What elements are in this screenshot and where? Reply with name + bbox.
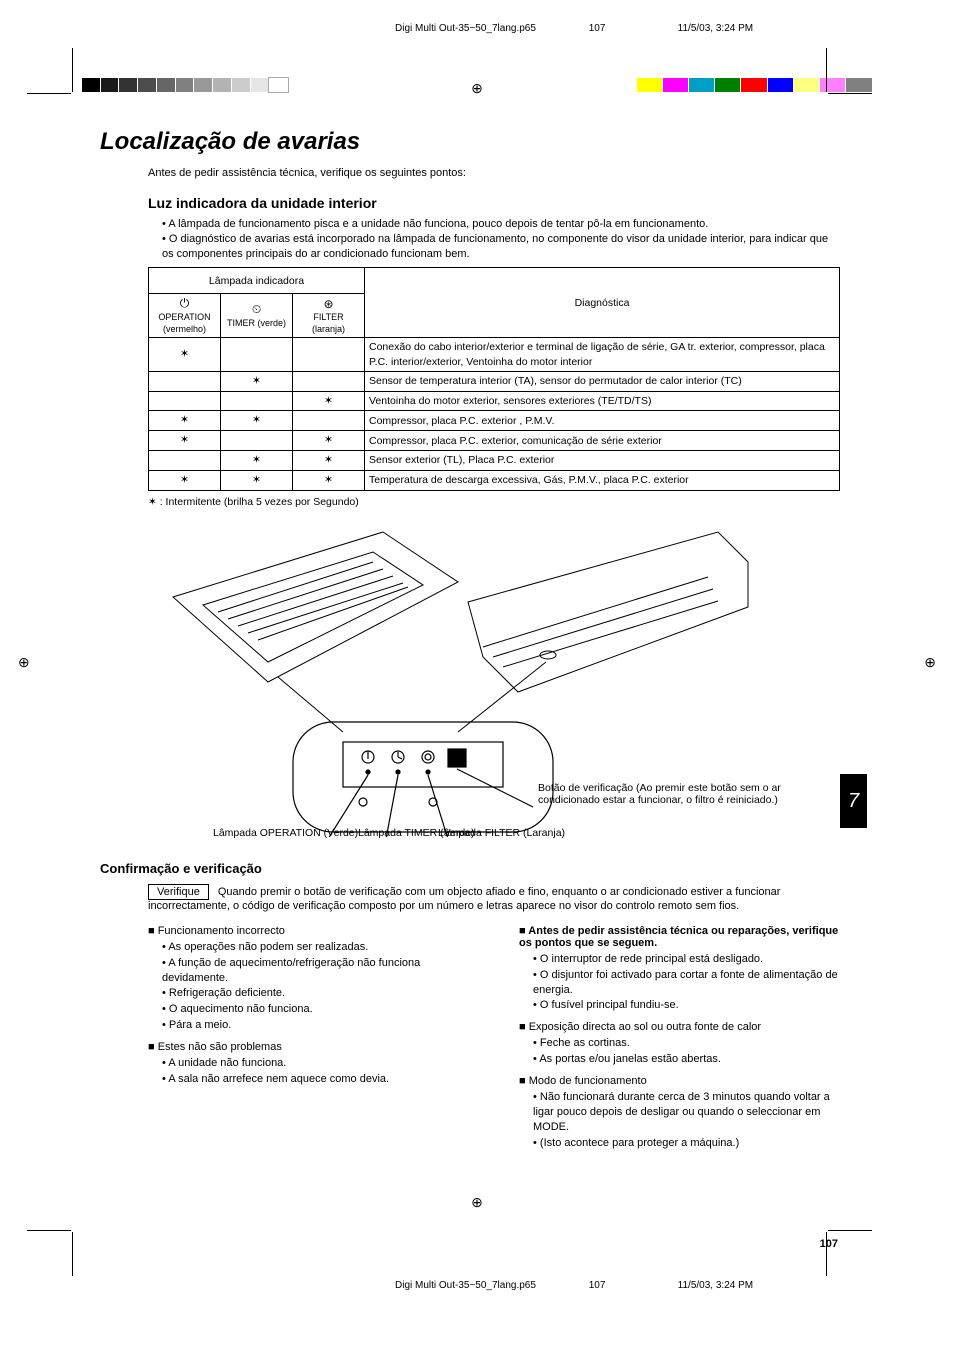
table-header-diag: Diagnóstica	[365, 268, 840, 338]
block4-title: Exposição directa ao sol ou outra fonte …	[519, 1021, 840, 1033]
power-icon	[180, 298, 190, 310]
filename-header: Digi Multi Out-35~50_7lang.p65 107 11/5/…	[395, 23, 753, 34]
registration-mark-icon: ⊕	[471, 1194, 483, 1211]
diagnostic-table: Lâmpada indicadora Diagnóstica OPERATION…	[148, 267, 840, 490]
label-check-button: Botão de verificação (Ao premir este bot…	[538, 782, 818, 806]
block4-list: Feche as cortinas.As portas e/ou janelas…	[519, 1036, 840, 1067]
confirm-title: Confirmação e verificação	[100, 861, 840, 876]
list-item: As portas e/ou janelas estão abertas.	[533, 1052, 840, 1067]
list-item: A sala não arrefece nem aquece como devi…	[162, 1072, 469, 1087]
list-item: O interruptor de rede principal está des…	[533, 952, 840, 967]
page-number: 107	[820, 1238, 838, 1250]
check-label: Verifique	[148, 884, 209, 900]
color-bar	[637, 78, 872, 92]
section-tab: 7	[840, 774, 867, 828]
table-row: ✶✶✶Temperatura de descarga excessiva, Gá…	[149, 470, 840, 490]
list-item: O fusível principal fundiu-se.	[533, 998, 840, 1013]
list-item: Pára a meio.	[162, 1018, 469, 1033]
registration-mark-icon: ⊕	[18, 654, 30, 671]
table-row: ✶✶Compressor, placa P.C. exterior , P.M.…	[149, 411, 840, 431]
page-title: Localização de avarias	[100, 128, 840, 156]
grayscale-bar	[82, 78, 288, 92]
crop-mark	[72, 48, 73, 92]
crop-mark	[72, 1232, 73, 1276]
filter-icon	[323, 299, 333, 311]
lamp-section-title: Luz indicadora da unidade interior	[148, 195, 840, 211]
intro-text: Antes de pedir assistência técnica, veri…	[148, 166, 840, 181]
flash-note: ✶ : Intermitente (brilha 5 vezes por Seg…	[148, 495, 840, 509]
registration-mark-icon: ⊕	[924, 654, 936, 671]
list-item: O disjuntor foi activado para cortar a f…	[533, 968, 840, 998]
table-row: ✶✶Compressor, placa P.C. exterior, comun…	[149, 431, 840, 451]
block3-title: Antes de pedir assistência técnica ou re…	[519, 925, 840, 949]
block5-list: Não funcionará durante cerca de 3 minuto…	[519, 1090, 840, 1150]
block2-title: Estes não são problemas	[148, 1041, 469, 1053]
crop-mark	[27, 93, 71, 94]
table-row: ✶Ventoinha do motor exterior, sensores e…	[149, 391, 840, 411]
crop-mark	[27, 1230, 71, 1231]
label-operation-lamp: Lâmpada OPERATION (Verde)	[213, 827, 358, 839]
list-item: Feche as cortinas.	[533, 1036, 840, 1051]
confirm-text: Quando premir o botão de verificação com…	[148, 886, 780, 912]
lamp-intro-list: A lâmpada de funcionamento pisca e a uni…	[100, 217, 840, 262]
list-item: Refrigeração deficiente.	[162, 986, 469, 1001]
list-item: O aquecimento não funciona.	[162, 1002, 469, 1017]
list-item: As operações não podem ser realizadas.	[162, 940, 469, 955]
registration-mark-icon: ⊕	[471, 80, 483, 97]
table-row: ✶Conexão do cabo interior/exterior e ter…	[149, 338, 840, 371]
table-row: ✶✶Sensor exterior (TL), Placa P.C. exter…	[149, 451, 840, 471]
label-timer-lamp: Lâmpada TIMER (Verde)	[358, 827, 438, 839]
block2-list: A unidade não funciona.A sala não arrefe…	[148, 1056, 469, 1087]
list-item: A unidade não funciona.	[162, 1056, 469, 1071]
list-item: Não funcionará durante cerca de 3 minuto…	[533, 1090, 840, 1135]
unit-diagram: Lâmpada OPERATION (Verde) Lâmpada TIMER …	[148, 527, 828, 837]
table-header-lamp: Lâmpada indicadora	[149, 268, 365, 294]
timer-icon	[252, 304, 261, 316]
crop-mark	[828, 93, 872, 94]
block5-title: Modo de funcionamento	[519, 1075, 840, 1087]
list-item: (Isto acontece para proteger a máquina.)	[533, 1136, 840, 1151]
table-row: ✶Sensor de temperatura interior (TA), se…	[149, 371, 840, 391]
block1-list: As operações não podem ser realizadas.A …	[148, 940, 469, 1033]
label-filter-lamp: Lâmpada FILTER (Laranja)	[438, 827, 568, 839]
block1-title: Funcionamento incorrecto	[148, 925, 469, 937]
list-item: A função de aquecimento/refrigeração não…	[162, 956, 469, 986]
crop-mark	[826, 48, 827, 92]
filename-footer: Digi Multi Out-35~50_7lang.p65 107 11/5/…	[395, 1280, 753, 1291]
crop-mark	[828, 1230, 872, 1231]
block3-list: O interruptor de rede principal está des…	[519, 952, 840, 1013]
